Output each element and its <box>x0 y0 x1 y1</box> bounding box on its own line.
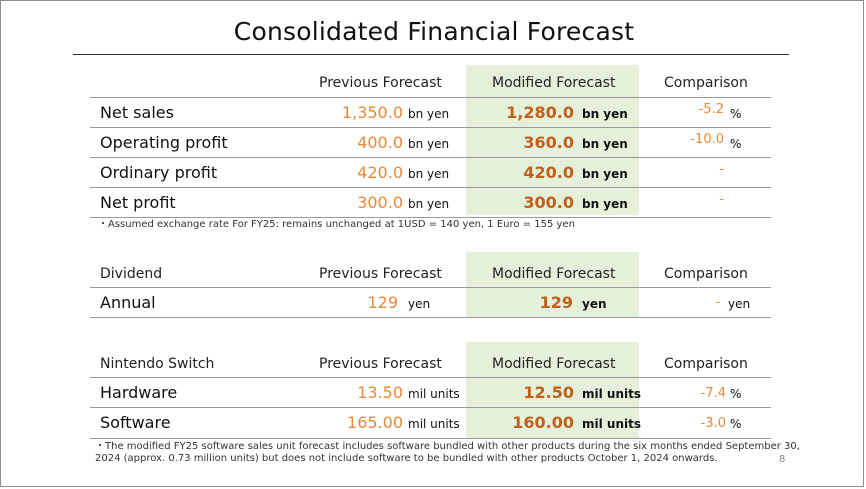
comparison-value: -7.4 <box>700 386 726 401</box>
modified-value: 1,280.0 <box>506 103 574 122</box>
modified-value: 160.00 <box>512 413 574 432</box>
previous-unit: mil units <box>408 387 460 401</box>
table-row: Hardware 13.50 mil units 12.50 mil units… <box>90 377 771 408</box>
modified-value: 360.0 <box>523 133 574 152</box>
switch-col-modified: Modified Forecast <box>492 356 616 372</box>
modified-unit: mil units <box>582 417 641 431</box>
previous-unit: bn yen <box>408 137 450 151</box>
dividend-col-modified: Modified Forecast <box>492 266 616 282</box>
row-label: Operating profit <box>100 133 228 152</box>
modified-unit: bn yen <box>582 167 628 181</box>
modified-value: 12.50 <box>523 383 574 402</box>
comparison-value: -10.0 <box>690 132 724 147</box>
row-label: Net sales <box>100 103 174 122</box>
comparison-unit: yen <box>728 297 751 311</box>
exchange-rate-note: ・Assumed exchange rate For FY25: remains… <box>98 219 575 230</box>
comparison-unit: % <box>730 417 742 431</box>
previous-value: 129 <box>367 293 398 312</box>
comparison-value: -5.2 <box>698 102 724 117</box>
comparison-unit: % <box>730 137 742 151</box>
switch-col-comparison: Comparison <box>664 356 748 372</box>
table-row: Ordinary profit 420.0 bn yen 420.0 bn ye… <box>90 157 771 188</box>
comparison-value: -3.0 <box>700 416 726 431</box>
financial-header-row: Previous Forecast Modified Forecast Comp… <box>90 67 771 98</box>
previous-value: 1,350.0 <box>341 103 403 122</box>
dividend-col-previous: Previous Forecast <box>319 266 442 282</box>
modified-value: 420.0 <box>523 163 574 182</box>
modified-column-highlight-switch <box>466 342 639 439</box>
previous-value: 400.0 <box>357 133 403 152</box>
previous-unit: mil units <box>408 417 460 431</box>
switch-col-previous: Previous Forecast <box>319 356 442 372</box>
previous-unit: yen <box>408 297 431 311</box>
previous-value: 165.00 <box>347 413 403 432</box>
financial-col-comparison: Comparison <box>664 75 748 91</box>
comparison-unit: % <box>730 387 742 401</box>
dividend-header-row: Dividend Previous Forecast Modified Fore… <box>90 257 771 288</box>
table-row: Net sales 1,350.0 bn yen 1,280.0 bn yen … <box>90 97 771 128</box>
financial-col-previous: Previous Forecast <box>319 75 442 91</box>
switch-section-label: Nintendo Switch <box>100 356 215 372</box>
modified-unit: bn yen <box>582 137 628 151</box>
previous-unit: bn yen <box>408 167 450 181</box>
page-title: Consolidated Financial Forecast <box>233 17 635 46</box>
modified-unit: bn yen <box>582 197 628 211</box>
row-label: Ordinary profit <box>100 163 218 182</box>
dividend-section-label: Dividend <box>100 266 163 282</box>
comparison-value: - <box>719 192 724 207</box>
table-row: Net profit 300.0 bn yen 300.0 bn yen - <box>90 187 771 218</box>
modified-unit: yen <box>582 297 607 311</box>
modified-column-highlight-financial <box>466 65 639 215</box>
previous-value: 13.50 <box>357 383 403 402</box>
financial-col-modified: Modified Forecast <box>492 75 616 91</box>
title-divider <box>73 54 789 55</box>
modified-unit: mil units <box>582 387 641 401</box>
switch-header-row: Nintendo Switch Previous Forecast Modifi… <box>90 347 771 378</box>
previous-unit: bn yen <box>408 107 450 121</box>
row-label: Hardware <box>100 383 178 402</box>
software-note-line-1: ・The modified FY25 software sales unit f… <box>95 441 800 452</box>
comparison-value: - <box>719 162 724 177</box>
row-label: Software <box>100 413 171 432</box>
comparison-value: - <box>715 295 720 310</box>
comparison-unit: % <box>730 107 742 121</box>
row-label: Annual <box>100 293 156 312</box>
software-note-line-2: 2024 (approx. 0.73 million units) but do… <box>95 453 718 464</box>
row-label: Net profit <box>100 193 176 212</box>
modified-value: 129 <box>539 293 573 312</box>
table-row: Operating profit 400.0 bn yen 360.0 bn y… <box>90 127 771 158</box>
modified-value: 300.0 <box>523 193 574 212</box>
switch-bottom-rule <box>90 409 771 439</box>
previous-value: 420.0 <box>357 163 403 182</box>
table-row: Annual 129 yen 129 yen - yen <box>90 287 771 318</box>
previous-unit: bn yen <box>408 197 450 211</box>
page-number: 8 <box>779 454 786 465</box>
modified-unit: bn yen <box>582 107 628 121</box>
modified-column-highlight-dividend <box>466 252 639 317</box>
table-row: Software 165.00 mil units 160.00 mil uni… <box>90 407 771 437</box>
dividend-col-comparison: Comparison <box>664 266 748 282</box>
previous-value: 300.0 <box>357 193 403 212</box>
